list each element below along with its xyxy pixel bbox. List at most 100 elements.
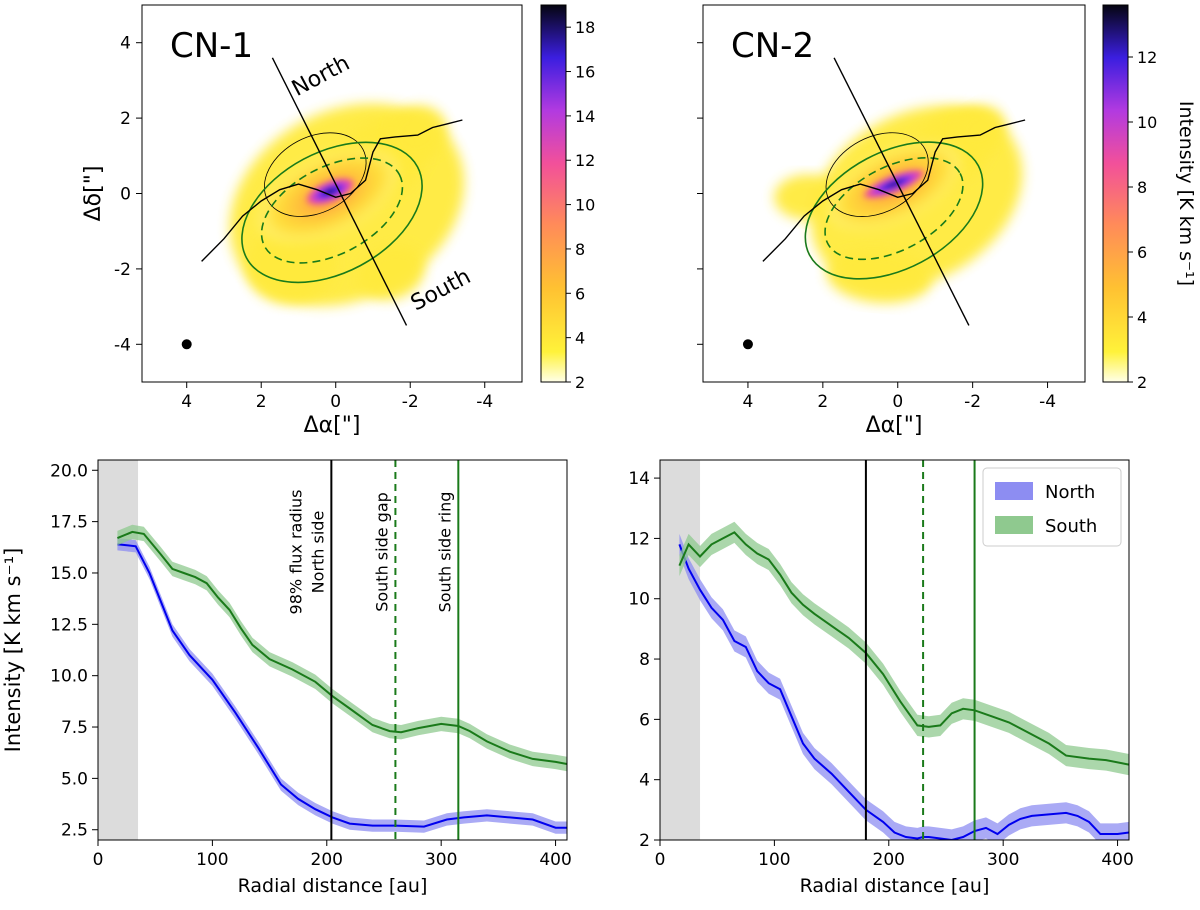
- plot-area: [98, 460, 567, 840]
- y-tick-label: 20.0: [50, 461, 88, 481]
- x-tick-label: -2: [964, 392, 981, 412]
- colorbar-tick-label: 18: [575, 18, 595, 37]
- x-tick-label: 2: [817, 392, 828, 412]
- north-profile-line: [678, 544, 1129, 840]
- x-tick-label: 100: [196, 850, 228, 870]
- emission-core: [303, 176, 357, 207]
- x-tick-label: 200: [311, 850, 343, 870]
- y-tick-label: 6: [639, 710, 650, 730]
- colorbar-tick-label: 2: [575, 373, 585, 392]
- y-tick-label: 5.0: [61, 769, 88, 789]
- legend-label-south: South: [1045, 516, 1097, 537]
- x-tick-label: 2: [256, 392, 267, 412]
- colorbar-tick-label: 6: [575, 284, 585, 303]
- y-tick-label: 0: [120, 185, 131, 205]
- beam-marker: [181, 339, 192, 350]
- x-tick-label: 0: [892, 392, 903, 412]
- x-tick-label: 300: [425, 850, 457, 870]
- ring-ellipse: [804, 141, 984, 280]
- surface-curve: [762, 119, 1026, 262]
- colorbar-tick-label: 6: [1137, 243, 1147, 262]
- map-image: [181, 57, 465, 350]
- panel-title: CN-2: [731, 26, 814, 66]
- x-tick-label: -4: [1039, 392, 1056, 412]
- axes-frame: [659, 459, 1130, 841]
- map-panel-1: 4 2 0 -2 -4420-2-4CN-1Δα["]Δδ["]NorthSouth24…: [81, 4, 595, 438]
- colorbar: [540, 4, 567, 383]
- cut-line: [271, 57, 408, 326]
- x-tick-label: 0: [655, 850, 666, 870]
- x-tick-label: 0: [93, 850, 104, 870]
- x-tick-label: 4: [181, 392, 192, 412]
- vline-label: 98% flux radius: [286, 490, 305, 615]
- y-tick-label: 12.5: [50, 615, 88, 635]
- x-axis-label: Δα["]: [866, 413, 923, 438]
- south-error-band: [679, 521, 1129, 776]
- x-axis-label: Radial distance [au]: [800, 875, 990, 897]
- colorbar-tick-label: 10: [575, 196, 595, 215]
- y-tick-label: 4: [120, 34, 131, 54]
- y-axis-label: Δδ["]: [81, 166, 106, 222]
- y-tick-label: 10.0: [50, 667, 88, 687]
- inner-ellipse: [825, 132, 929, 217]
- south-profile-line: [678, 531, 1129, 766]
- beam-marker: [742, 339, 753, 350]
- north-profile-line: [117, 543, 567, 829]
- colorbar-tick-label: 4: [575, 329, 585, 348]
- vline-label: South side ring: [435, 492, 454, 613]
- y-tick-label: 2: [639, 831, 650, 851]
- y-tick-label: 8: [639, 650, 650, 670]
- legend-label-north: North: [1045, 482, 1095, 503]
- x-tick-label: 100: [758, 850, 790, 870]
- y-tick-label: 2: [120, 109, 131, 129]
- emission-halo: [954, 105, 1006, 153]
- legend: North South: [982, 467, 1122, 547]
- colorbar-tick-label: 10: [1137, 113, 1157, 132]
- emission-halo: [774, 174, 842, 220]
- map-image: [742, 57, 1026, 350]
- colorbar-tick-label: 2: [1137, 373, 1147, 392]
- profile-panel-3: 98% flux radius North side South side gap S…: [1, 459, 572, 897]
- emission-halo: [388, 105, 447, 161]
- x-axis-label: Radial distance [au]: [238, 875, 428, 897]
- y-tick-label: 10: [628, 590, 650, 610]
- north-error-band: [679, 533, 1129, 840]
- colorbar-tick-label: 14: [575, 107, 595, 126]
- x-tick-label: 400: [539, 850, 571, 870]
- legend-swatch-south: [995, 516, 1033, 534]
- south-error-band: [117, 524, 567, 772]
- colorbar-tick-label: 4: [1137, 308, 1147, 327]
- y-tick-label: -4: [114, 335, 131, 355]
- y-tick-label: 12: [628, 529, 650, 549]
- x-tick-label: 0: [330, 392, 341, 412]
- emission-halo: [246, 227, 336, 304]
- x-tick-label: 4: [743, 392, 754, 412]
- colorbar-tick-label: 12: [575, 151, 595, 170]
- plot-area: [660, 460, 1129, 840]
- colorbar-tick-label: 16: [575, 63, 595, 82]
- y-tick-label: -2: [114, 260, 131, 280]
- inner-shaded-region: [660, 460, 701, 840]
- y-tick-label: 7.5: [61, 718, 88, 738]
- x-axis-label: Δα["]: [304, 413, 361, 438]
- emission-core: [860, 168, 928, 201]
- north-label: North: [288, 51, 354, 102]
- inner-shaded-region: [98, 460, 139, 840]
- ring-ellipse: [241, 141, 423, 284]
- y-axis-label: Intensity [K km s⁻¹]: [1, 548, 25, 753]
- emission-halo: [358, 245, 425, 300]
- x-tick-label: 200: [873, 850, 905, 870]
- cut-line: [833, 57, 970, 326]
- x-tick-label: 400: [1101, 850, 1133, 870]
- panel-title: CN-1: [170, 26, 253, 66]
- x-tick-label: 300: [987, 850, 1019, 870]
- colorbar-tick-label: 8: [1137, 178, 1147, 197]
- gap-ellipse-dashed: [260, 157, 404, 264]
- gap-ellipse-dashed: [824, 157, 964, 261]
- y-tick-label: 14: [628, 469, 650, 489]
- south-profile-line: [117, 530, 567, 765]
- colorbar-tick-label: 8: [575, 240, 585, 259]
- y-tick-label: 4: [639, 771, 650, 791]
- x-tick-label: -4: [476, 392, 493, 412]
- y-tick-label: 17.5: [50, 513, 88, 533]
